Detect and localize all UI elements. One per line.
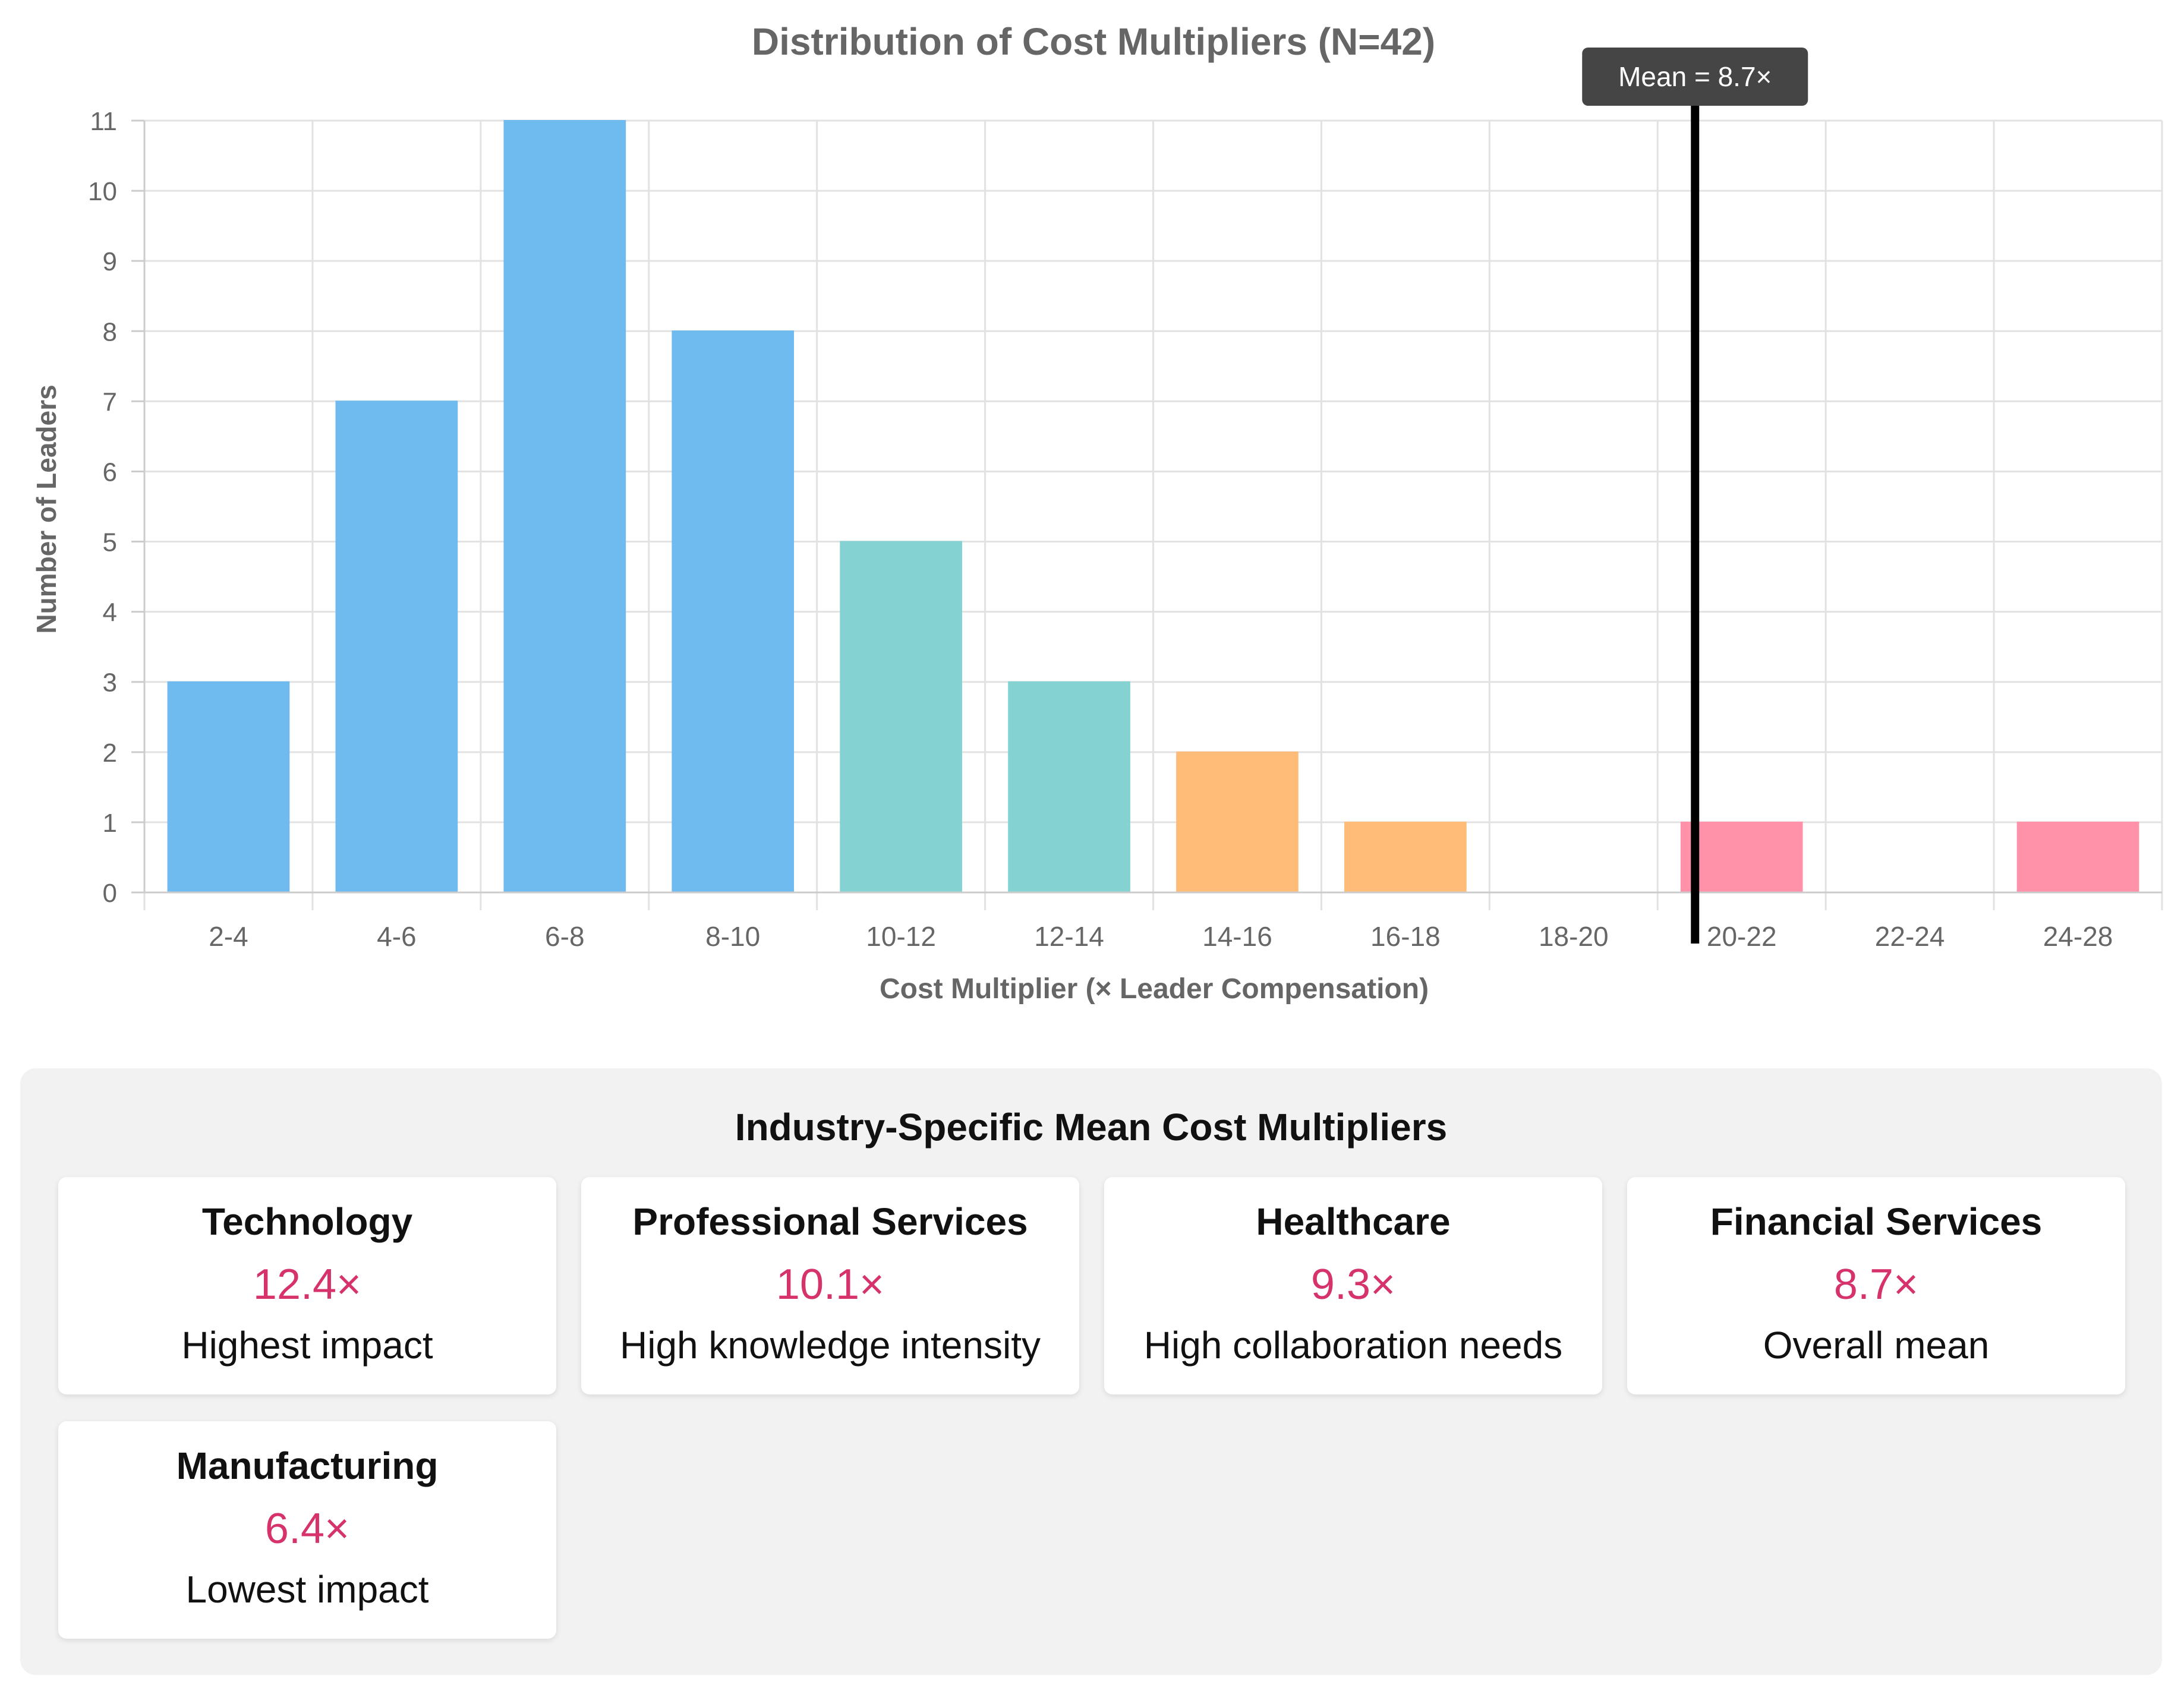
industry-note: High knowledge intensity (620, 1324, 1041, 1367)
bar (335, 400, 458, 893)
mean-annotation: Mean = 8.7× (1582, 48, 1808, 944)
industry-value: 10.1× (776, 1261, 885, 1308)
x-tick-label: 16-18 (1370, 921, 1441, 952)
y-tick-label: 8 (103, 317, 117, 346)
x-axis-label: Cost Multiplier (× Leader Compensation) (880, 973, 1429, 1005)
x-tick-label: 18-20 (1539, 921, 1609, 952)
industry-card-technology: Technology 12.4× Highest impact (58, 1177, 556, 1395)
y-tick-label: 11 (90, 107, 117, 136)
y-tick-label: 5 (103, 528, 117, 557)
industry-value: 8.7× (1833, 1261, 1919, 1308)
mean-label-box (1582, 48, 1808, 106)
industry-name: Technology (201, 1200, 413, 1243)
industry-value: 12.4× (253, 1261, 362, 1308)
x-tick-label: 4-6 (377, 921, 416, 952)
bar (840, 541, 962, 893)
chart-title: Distribution of Cost Multipliers (N=42) (752, 20, 1435, 63)
y-tick-label: 1 (103, 809, 117, 838)
y-tick-label: 10 (88, 177, 117, 206)
bar (1680, 821, 1803, 893)
x-tick-labels: 2-4 4-6 6-8 8-10 10-12 12-14 14-16 16-18 18-20 20… (209, 921, 2113, 952)
bar (1344, 821, 1467, 893)
industry-note: Highest impact (181, 1324, 433, 1367)
y-tick-label: 6 (103, 458, 117, 487)
x-tick-label: 2-4 (209, 921, 248, 952)
industry-card-professional-services: Professional Services 10.1× High knowled… (581, 1177, 1079, 1395)
bar (1008, 681, 1130, 894)
bars (167, 120, 2139, 894)
industry-note: Overall mean (1763, 1324, 1990, 1367)
y-tick-label: 0 (103, 879, 117, 908)
y-tick-label: 7 (103, 387, 117, 417)
industry-name: Manufacturing (176, 1444, 439, 1487)
x-tick-label: 20-22 (1707, 921, 1777, 952)
industry-name: Healthcare (1256, 1200, 1451, 1243)
industry-name: Financial Services (1710, 1200, 2043, 1243)
x-tick-label: 12-14 (1034, 921, 1104, 952)
histogram-chart: Distribution of Cost Multipliers (N=42) … (31, 20, 2163, 1005)
y-tick-label: 9 (103, 247, 117, 276)
industry-card-healthcare: Healthcare 9.3× High collaboration needs (1104, 1177, 1602, 1395)
bar (672, 330, 795, 893)
industry-card-financial-services: Financial Services 8.7× Overall mean (1627, 1177, 2125, 1395)
bar (167, 681, 290, 894)
mean-label: Mean = 8.7× (1618, 61, 1772, 92)
panel-title: Industry-Specific Mean Cost Multipliers (735, 1106, 1448, 1149)
x-tick-label: 10-12 (866, 921, 936, 952)
x-tick-label: 14-16 (1202, 921, 1272, 952)
bar (503, 120, 626, 893)
y-axis-label: Number of Leaders (31, 384, 62, 633)
y-tick-label: 4 (103, 598, 117, 627)
y-tick-label: 2 (103, 739, 117, 768)
bar (2016, 821, 2139, 893)
industry-card-manufacturing: Manufacturing 6.4× Lowest impact (58, 1421, 556, 1639)
industry-panel: Industry-Specific Mean Cost Multipliers … (20, 1068, 2162, 1675)
industry-name: Professional Services (632, 1200, 1028, 1243)
bar (1176, 751, 1299, 894)
industry-note: High collaboration needs (1143, 1324, 1563, 1367)
x-tick-label: 8-10 (705, 921, 760, 952)
y-tick-label: 3 (103, 668, 117, 698)
y-tick-labels: 0 1 2 3 4 5 6 7 8 9 10 11 (88, 107, 117, 908)
x-tick-label: 24-28 (2043, 921, 2113, 952)
x-tick-label: 22-24 (1875, 921, 1945, 952)
x-tick-label: 6-8 (545, 921, 584, 952)
industry-value: 6.4× (264, 1505, 350, 1553)
industry-value: 9.3× (1310, 1261, 1396, 1308)
axes (131, 119, 2162, 894)
industry-note: Lowest impact (185, 1568, 429, 1611)
